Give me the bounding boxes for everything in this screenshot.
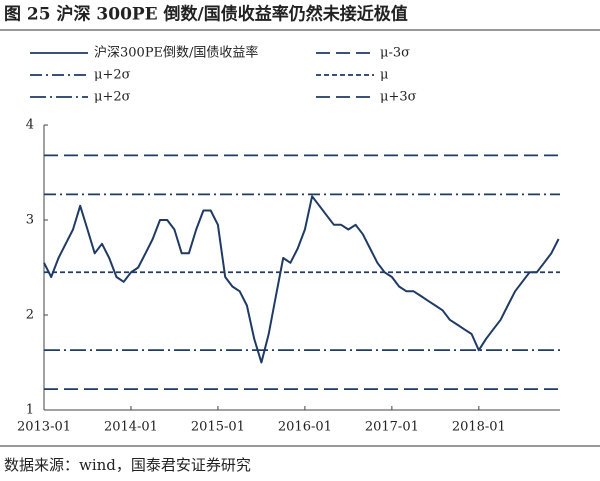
legend-label: 沪深300PE倒数/国债收益率 bbox=[94, 45, 258, 61]
y-tick-label: 4 bbox=[26, 118, 34, 133]
x-tick-label: 2016-01 bbox=[278, 420, 332, 435]
legend-label: μ+2σ bbox=[94, 68, 131, 83]
legend-label: μ+3σ bbox=[380, 90, 417, 105]
legend-label: μ+2σ bbox=[94, 90, 131, 105]
x-tick-label: 2015-01 bbox=[191, 420, 245, 435]
legend-label: μ bbox=[380, 68, 388, 83]
x-tick-label: 2013-01 bbox=[17, 420, 71, 435]
data-line bbox=[43, 195, 560, 364]
y-tick-label: 3 bbox=[26, 213, 34, 228]
x-tick-label: 2014-01 bbox=[104, 420, 158, 435]
source: 数据来源：wind，国泰君安证券研究 bbox=[4, 456, 251, 474]
x-tick-label: 2018-01 bbox=[452, 420, 506, 435]
y-tick-label: 1 bbox=[26, 403, 34, 418]
chart-title: 图 25 沪深 300PE 倒数/国债收益率仍然未接近极值 bbox=[4, 4, 408, 25]
y-tick-label: 2 bbox=[26, 308, 34, 323]
x-tick-label: 2017-01 bbox=[365, 420, 419, 435]
legend-label: μ-3σ bbox=[380, 46, 410, 61]
